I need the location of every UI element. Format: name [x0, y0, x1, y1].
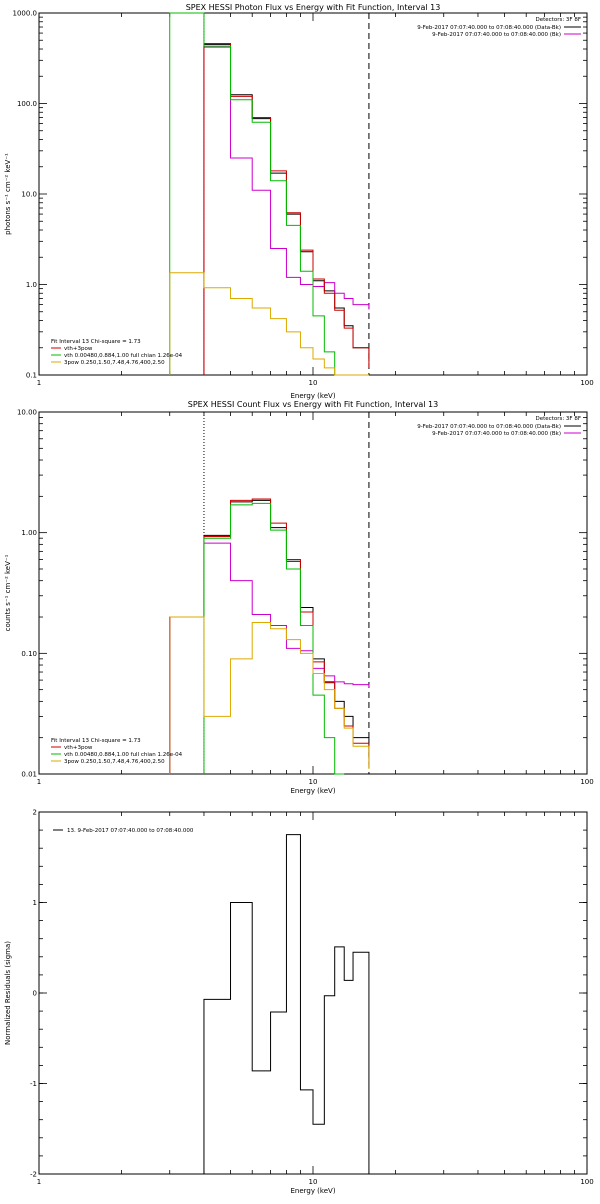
residuals-y-tick-label: -2 — [30, 1171, 37, 1179]
photon-flux-series-1 — [203, 46, 370, 375]
count-flux-ylabel: counts s⁻¹ cm⁻² keV⁻¹ — [4, 554, 12, 631]
count-flux-y-tick-label: 0.01 — [21, 771, 37, 779]
count-flux-title: SPEX HESSI Count Flux vs Energy with Fit… — [188, 400, 439, 409]
residuals-ylabel: Normalized Residuals (sigma) — [4, 941, 12, 1045]
count-flux-x-tick-label: 100 — [580, 778, 593, 786]
residuals-y-tick-label: 0 — [33, 990, 37, 998]
count-flux-legend-entry: vth 0.00480,0.884,1.00 full chian 1.26e-… — [64, 752, 183, 758]
residuals-y-tick-label: 2 — [33, 809, 37, 817]
photon-flux-y-tick-label: 1.0 — [26, 281, 37, 289]
residuals-x-tick-label: 10 — [309, 1178, 318, 1186]
photon-flux-panel: SPEX HESSI Photon Flux vs Energy with Fi… — [4, 3, 594, 400]
photon-flux-y-tick-label: 10.0 — [21, 191, 37, 199]
photon-flux-fit-header: Fit Interval 13 Chi-square = 1.73 — [51, 339, 141, 345]
photon-flux-series-2 — [203, 43, 370, 375]
residuals-y-tick-label: 1 — [33, 899, 37, 907]
photon-flux-legend-entry: 3pow 0.250,1.50,7.48,4.76,400,2.50 — [64, 360, 165, 366]
residuals-x-tick-label: 100 — [580, 1178, 593, 1186]
photon-flux-legend-entry: vth 0.00480,0.884,1.00 full chian 1.26e-… — [64, 353, 183, 359]
count-flux-y-tick-label: 0.10 — [21, 650, 37, 658]
count-flux-xlabel: Energy (keV) — [290, 787, 335, 795]
residuals-legend-entry: 13. 9-Feb-2017 07:07:40.000 to 07:08:40.… — [67, 828, 194, 834]
residuals-panel: Energy (keV) Normalized Residuals (sigma… — [4, 809, 594, 1196]
count-flux-panel: SPEX HESSI Count Flux vs Energy with Fit… — [4, 400, 594, 795]
count-flux-detectors-label: Detectors: 3F 8F — [535, 416, 581, 422]
photon-flux-detectors-label: Detectors: 3F 8F — [535, 17, 581, 23]
count-flux-series-3 — [203, 502, 345, 775]
count-flux-y-tick-label: 1.00 — [21, 529, 37, 537]
photon-flux-xlabel: Energy (keV) — [290, 392, 335, 400]
photon-flux-title: SPEX HESSI Photon Flux vs Energy with Fi… — [186, 3, 441, 12]
count-flux-fit-header: Fit Interval 13 Chi-square = 1.73 — [51, 738, 141, 744]
photon-flux-legend-entry: 9-Feb-2017 07:07:40.000 to 07:08:40.000 … — [417, 25, 561, 31]
count-flux-series-4 — [169, 616, 370, 774]
photon-flux-x-tick-label: 10 — [309, 379, 318, 387]
count-flux-x-tick-label: 1 — [37, 778, 41, 786]
photon-flux-legend-entry: 9-Feb-2017 07:07:40.000 to 07:08:40.000 … — [432, 32, 561, 38]
photon-flux-series-0 — [203, 43, 370, 375]
count-flux-x-tick-label: 10 — [309, 778, 318, 786]
count-flux-legend-entry: 9-Feb-2017 07:07:40.000 to 07:08:40.000 … — [417, 424, 561, 430]
photon-flux-series-3 — [169, 12, 336, 375]
photon-flux-y-tick-label: 0.1 — [26, 372, 37, 380]
photon-flux-x-tick-label: 100 — [580, 379, 593, 387]
count-flux-legend-entry: 9-Feb-2017 07:07:40.000 to 07:08:40.000 … — [432, 431, 561, 437]
count-flux-y-tick-label: 10.00 — [17, 409, 37, 417]
photon-flux-x-tick-label: 1 — [37, 379, 41, 387]
count-flux-legend-entry: 3pow 0.250,1.50,7.48,4.76,400,2.50 — [64, 759, 165, 765]
photon-flux-y-tick-label: 100.0 — [17, 100, 37, 108]
residuals-x-tick-label: 1 — [37, 1178, 41, 1186]
residuals-y-tick-label: -1 — [30, 1080, 37, 1088]
residuals-series-0 — [203, 834, 370, 1174]
photon-flux-y-tick-label: 1000.0 — [13, 10, 38, 18]
photon-flux-ylabel: photons s⁻¹ cm⁻² keV⁻¹ — [4, 153, 12, 235]
residuals-xlabel: Energy (keV) — [290, 1187, 335, 1195]
photon-flux-legend-entry: vth+3pow — [64, 346, 93, 352]
count-flux-legend-entry: vth+3pow — [64, 745, 93, 751]
photon-flux-series-4 — [169, 272, 369, 376]
